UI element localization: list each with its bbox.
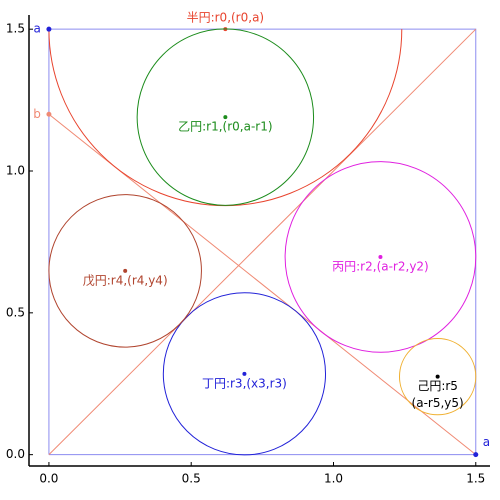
point [473, 452, 479, 458]
x-tick-label: 1.5 [466, 472, 485, 486]
circle [284, 161, 477, 353]
center-point [223, 115, 228, 120]
line [48, 28, 477, 456]
circle-label: 半円:r0,(r0,a) [187, 11, 265, 25]
point [46, 111, 52, 117]
circle-label: 丁円:r3,(x3,r3) [202, 376, 287, 390]
y-tick-label: 1.0 [6, 164, 25, 178]
y-tick-label: 0.5 [6, 305, 25, 319]
circle-label: 戊円:r4,(r4,y4) [83, 273, 168, 287]
y-tick-label: 1.5 [6, 22, 25, 36]
circle [136, 28, 315, 206]
circle-label: 己円:r5 [417, 379, 458, 393]
circle-label: 丙円:r2,(a-r2,y2) [332, 259, 429, 273]
circle-label: 乙円:r1,(r0,a-r1) [178, 120, 272, 134]
x-tick-label: 1.0 [324, 472, 343, 486]
x-tick-label: 0.0 [39, 472, 58, 486]
point-label: a [34, 22, 41, 36]
circle [48, 194, 202, 348]
point [46, 26, 52, 32]
y-tick-label: 0.0 [6, 447, 25, 461]
center-point [242, 371, 247, 376]
line [48, 28, 477, 456]
circle-label: (a-r5,y5) [412, 396, 464, 410]
circle [162, 292, 327, 456]
center-point [123, 268, 128, 273]
circle [399, 338, 477, 416]
center-point [435, 374, 440, 379]
center-point [378, 254, 383, 259]
point-label: b [33, 107, 41, 121]
point-label: a [483, 435, 490, 449]
x-tick-label: 0.5 [182, 472, 201, 486]
